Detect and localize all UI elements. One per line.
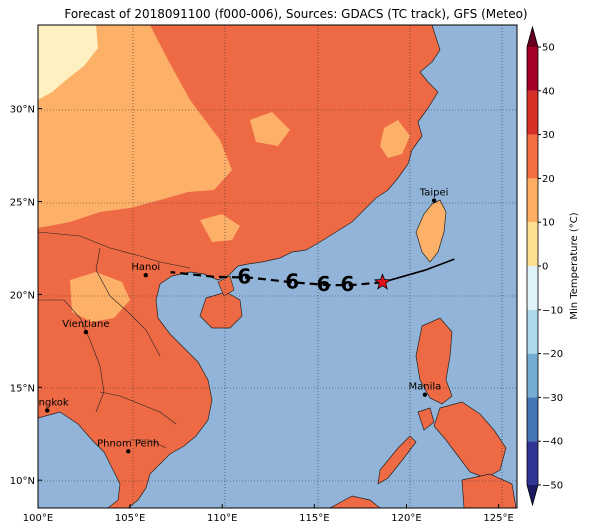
colorbar-tick-label: −10 — [542, 305, 563, 316]
mindoro-island — [417, 407, 435, 431]
colorbar-label: Min Temperature (°C) — [569, 212, 580, 319]
city-label: Phnom Penh — [97, 438, 159, 449]
colorbar-under-arrow — [527, 485, 538, 505]
city-label: Bangkok — [26, 397, 69, 408]
colorbar-tick-label: 30 — [542, 130, 555, 141]
colorbar-tick-label: 50 — [542, 43, 555, 54]
city-label: Hanoi — [131, 262, 160, 273]
latitude-tick-label: 30°N — [10, 105, 35, 116]
cyclone-symbol-icon: 6 — [237, 265, 251, 289]
longitude-tick-label: 115°E — [299, 513, 329, 524]
latitude-tick-label: 20°N — [10, 290, 35, 301]
colorbar-tick-label: −50 — [542, 481, 563, 492]
city-label: Vientiane — [62, 319, 109, 330]
colorbar-segment — [527, 90, 538, 135]
city-dot — [126, 449, 131, 454]
colorbar-tick-label: −40 — [542, 437, 563, 448]
colorbar-segment — [527, 309, 538, 354]
colorbar-tick-label: 0 — [542, 262, 548, 273]
longitude-tick-label: 105°E — [115, 513, 145, 524]
forecast-track-line — [170, 271, 383, 287]
latitude-tick-label: 25°N — [10, 197, 35, 208]
colorbar-segment — [527, 47, 538, 91]
city-label: Taipei — [419, 188, 449, 199]
longitude-tick-label: 100°E — [23, 513, 53, 524]
land-mild-east-china — [380, 120, 410, 158]
colorbar-segment — [527, 266, 538, 310]
cyclone-symbol-icon: 6 — [317, 272, 331, 296]
colorbar-tick-label: 20 — [542, 174, 555, 185]
city-markers: Taipei Hanoi Vientiane Manila Bangkok Phnom P… — [26, 188, 449, 454]
longitude-tick-label: 125°E — [483, 513, 513, 524]
philippine-islands — [433, 401, 507, 479]
colorbar-segment — [527, 353, 538, 398]
land-mild-coast — [200, 214, 240, 242]
palawan-island — [377, 435, 417, 485]
map-title: Forecast of 2018091100 (f000-006), Sourc… — [64, 7, 528, 21]
colorbar-segment — [527, 397, 538, 442]
city-dot — [45, 408, 50, 413]
colorbar-segment — [527, 441, 538, 485]
city-dot — [422, 392, 428, 397]
colorbar-over-arrow — [527, 27, 538, 47]
land-mild-highland — [250, 112, 290, 146]
city-dot — [143, 273, 148, 278]
gridlines — [38, 25, 517, 508]
mindanao-island — [461, 473, 517, 508]
land-mild-interior — [70, 272, 130, 322]
storm-position-star[interactable] — [373, 273, 392, 290]
longitude-ticks: 100°E 105°E 110°E 115°E 120°E 125°E — [23, 504, 514, 524]
latitude-ticks: 10°N 15°N 20°N 25°N 30°N — [10, 105, 42, 487]
luzon-island — [415, 317, 453, 405]
land-cool-northwest — [38, 25, 98, 100]
land-mild-north — [38, 25, 232, 228]
colorbar-segment — [527, 134, 538, 179]
colorbar-segment — [527, 178, 538, 223]
city-label: Manila — [408, 382, 441, 393]
cyclone-symbol-icon: 6 — [341, 272, 355, 296]
gulf-of-thailand — [38, 411, 121, 508]
colorbar: 50 40 30 20 10 0 −10 −20 −30 −40 −50 — [526, 25, 563, 507]
colorbar-segment — [527, 222, 538, 266]
map-frame — [37, 24, 518, 509]
longitude-tick-label: 110°E — [207, 513, 237, 524]
longitude-tick-label: 120°E — [391, 513, 421, 524]
city-dot — [83, 329, 89, 335]
observed-track-line — [382, 258, 455, 284]
country-borders — [38, 231, 191, 449]
borneo-coast — [329, 495, 381, 508]
taiwan-island — [415, 199, 447, 263]
city-dot — [431, 198, 437, 203]
colorbar-tick-label: −20 — [542, 349, 563, 360]
colorbar-tick-label: 40 — [542, 86, 555, 97]
latitude-tick-label: 10°N — [10, 476, 35, 487]
colorbar-tick-label: 10 — [542, 218, 555, 229]
cyclone-symbol-icon: 6 — [285, 269, 299, 293]
latitude-tick-label: 15°N — [10, 383, 35, 394]
colorbar-tick-label: −30 — [542, 393, 563, 404]
